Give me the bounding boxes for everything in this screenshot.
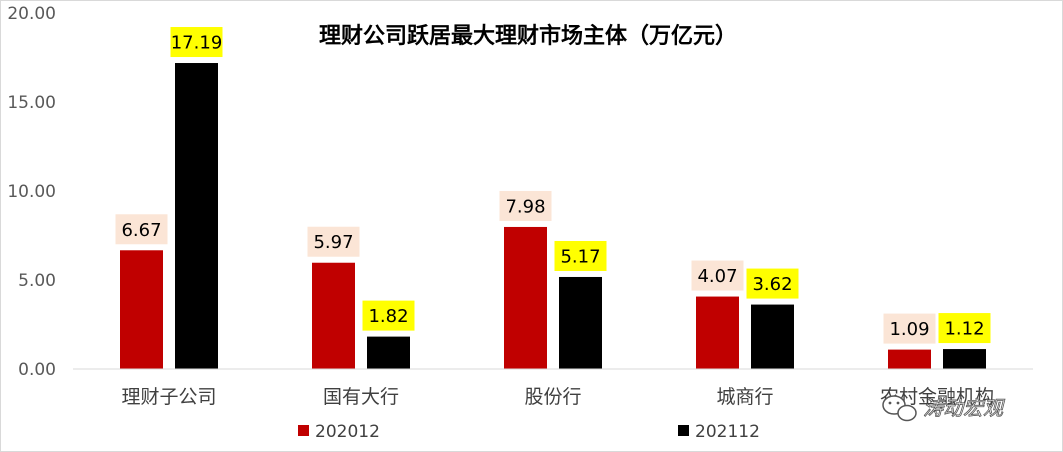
watermark-text: 涛动宏观 — [923, 396, 1005, 420]
bar — [751, 304, 794, 369]
y-tick-label: 5.00 — [18, 271, 56, 291]
data-label: 1.12 — [944, 319, 984, 340]
data-label-background — [170, 27, 223, 58]
legend: 202012 202112 — [298, 422, 760, 442]
data-label: 6.67 — [121, 220, 161, 241]
legend-swatch — [298, 425, 309, 436]
y-tick-label: 10.00 — [7, 182, 56, 202]
y-tick-label: 20.00 — [7, 4, 56, 24]
data-label-background — [883, 313, 936, 344]
watermark: 涛动宏观 — [882, 395, 1005, 422]
x-axis: 理财子公司 国有大行 股份行 城商行 农村金融机构 — [73, 368, 1033, 408]
bar — [120, 250, 163, 369]
data-label-background — [307, 226, 360, 257]
legend-swatch — [678, 425, 689, 436]
legend-label: 202012 — [315, 422, 380, 442]
bar — [559, 276, 602, 369]
bar — [367, 336, 410, 369]
bar — [312, 262, 355, 369]
data-label-background — [938, 313, 991, 344]
data-label: 5.17 — [560, 246, 600, 267]
data-label: 4.07 — [697, 266, 737, 287]
y-tick-label: 0.00 — [18, 360, 56, 380]
x-tick-label: 理财子公司 — [121, 386, 216, 408]
data-label: 7.98 — [505, 196, 545, 217]
data-label-background — [746, 268, 799, 299]
bar — [696, 296, 739, 369]
bar — [504, 226, 547, 369]
legend-label: 202112 — [695, 422, 760, 442]
data-label-background — [115, 214, 168, 245]
data-label: 3.62 — [752, 274, 792, 295]
x-tick-label: 国有大行 — [323, 386, 399, 408]
wechat-icon — [882, 395, 917, 422]
y-tick-label: 15.00 — [7, 93, 56, 113]
data-label-background — [691, 260, 744, 291]
data-label: 5.97 — [313, 232, 353, 253]
data-labels: 6.67 17.19 5.97 1.82 7.98 5.17 4.07 3.62 1.09 1.1… — [115, 27, 991, 344]
bar — [943, 349, 986, 369]
bars — [120, 63, 986, 369]
x-tick-label: 农村金融机构 — [880, 386, 994, 408]
x-tick-label: 股份行 — [524, 386, 581, 408]
data-label-background — [499, 190, 552, 221]
x-tick-label: 城商行 — [716, 386, 773, 408]
data-label: 1.09 — [889, 319, 929, 340]
data-label-background — [362, 300, 415, 331]
data-label: 1.82 — [368, 306, 408, 327]
chart-title: 理财公司跃居最大理财市场主体（万亿元） — [319, 23, 737, 49]
bar — [175, 63, 218, 369]
data-label: 17.19 — [171, 33, 223, 54]
y-axis: 0.00 5.00 10.00 15.00 20.00 — [7, 4, 56, 380]
data-label-background — [554, 240, 607, 271]
bar — [888, 349, 931, 369]
